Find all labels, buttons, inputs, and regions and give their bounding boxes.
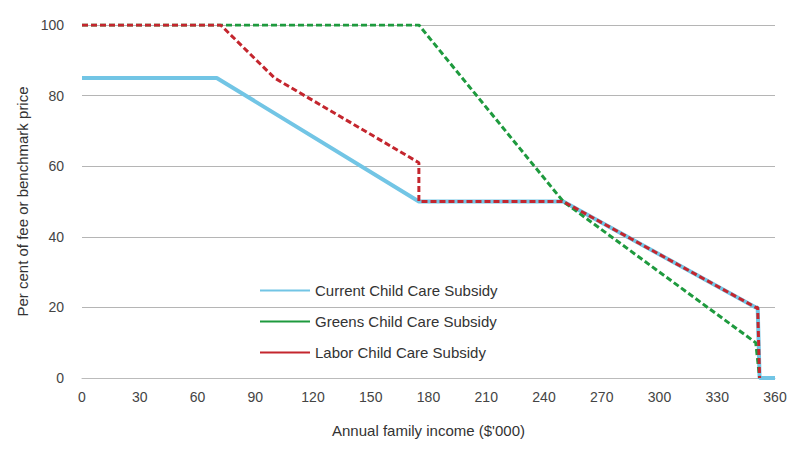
svg-text:150: 150 bbox=[359, 389, 383, 405]
svg-text:360: 360 bbox=[763, 389, 787, 405]
svg-text:240: 240 bbox=[532, 389, 556, 405]
svg-text:270: 270 bbox=[590, 389, 614, 405]
svg-text:60: 60 bbox=[190, 389, 206, 405]
svg-text:0: 0 bbox=[78, 389, 86, 405]
svg-text:90: 90 bbox=[247, 389, 263, 405]
svg-text:180: 180 bbox=[417, 389, 441, 405]
svg-text:60: 60 bbox=[48, 158, 64, 174]
svg-text:30: 30 bbox=[132, 389, 148, 405]
svg-text:Per cent of fee or benchmark p: Per cent of fee or benchmark price bbox=[14, 86, 31, 316]
svg-text:40: 40 bbox=[48, 229, 64, 245]
svg-text:Current Child Care Subsidy: Current Child Care Subsidy bbox=[315, 282, 498, 299]
svg-text:300: 300 bbox=[648, 389, 672, 405]
svg-text:0: 0 bbox=[56, 370, 64, 386]
svg-text:20: 20 bbox=[48, 299, 64, 315]
svg-text:100: 100 bbox=[41, 17, 65, 33]
svg-text:330: 330 bbox=[706, 389, 730, 405]
svg-text:Greens Child Care Subsidy: Greens Child Care Subsidy bbox=[315, 313, 497, 330]
svg-text:210: 210 bbox=[475, 389, 499, 405]
svg-text:Labor Child Care Subsidy: Labor Child Care Subsidy bbox=[315, 344, 486, 361]
svg-text:Annual family income ($'000): Annual family income ($'000) bbox=[332, 422, 525, 439]
svg-text:120: 120 bbox=[301, 389, 325, 405]
svg-text:80: 80 bbox=[48, 88, 64, 104]
